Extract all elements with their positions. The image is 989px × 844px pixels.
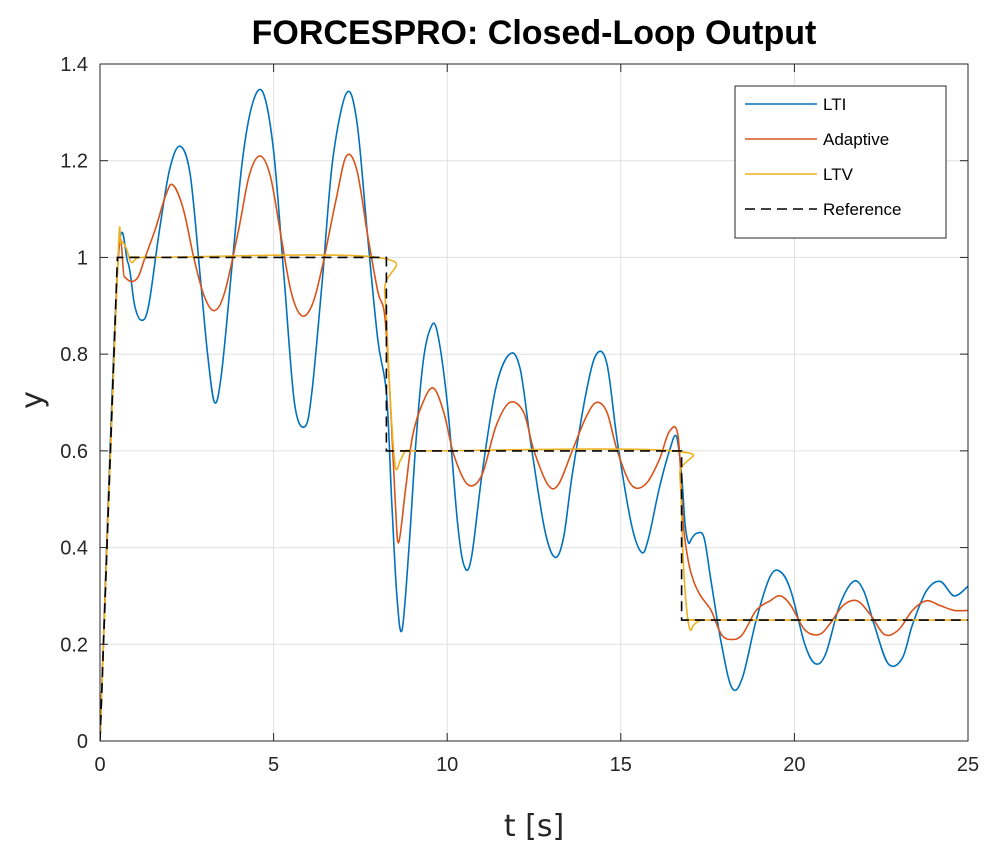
x-tick-label: 15: [610, 754, 632, 776]
y-tick-label: 0.4: [60, 538, 88, 560]
legend-label-lti: LTI: [823, 95, 846, 114]
chart-title: FORCESPRO: Closed-Loop Output: [252, 14, 817, 52]
x-tick-label: 10: [436, 754, 458, 776]
x-tick-label: 20: [783, 754, 805, 776]
y-tick-label: 0.8: [60, 344, 88, 366]
series-reference-line: [100, 256, 968, 741]
x-tick-label: 0: [94, 754, 105, 776]
legend-label-reference: Reference: [823, 200, 901, 219]
legend-label-adaptive: Adaptive: [823, 130, 889, 149]
legend-label-ltv: LTV: [823, 165, 854, 184]
x-tick-label: 5: [268, 754, 279, 776]
y-tick-label: 0.2: [60, 634, 88, 656]
series-layer: [100, 88, 968, 741]
x-tick-label: 25: [957, 754, 979, 776]
legend: LTI Adaptive LTV Reference: [734, 85, 947, 239]
series-ltv-line: [100, 226, 968, 741]
y-tick-label: 0: [77, 731, 88, 753]
plot-frame: [99, 63, 969, 742]
y-tick-label: 1: [77, 247, 88, 269]
x-axis-label: t [s]: [504, 809, 564, 844]
series-lti-line: [100, 88, 968, 741]
series-adaptive-line: [100, 153, 968, 741]
y-tick-label: 1.4: [60, 54, 88, 76]
legend-box: [734, 85, 947, 239]
y-tick-label: 0.6: [60, 441, 88, 463]
y-tick-label: 1.2: [60, 151, 88, 173]
ticks: 0 5 10 15 20 25 0 0.2 0.4 0.6 0.8 1 1.2 1.4: [60, 54, 979, 776]
y-axis-label: y: [15, 391, 50, 409]
